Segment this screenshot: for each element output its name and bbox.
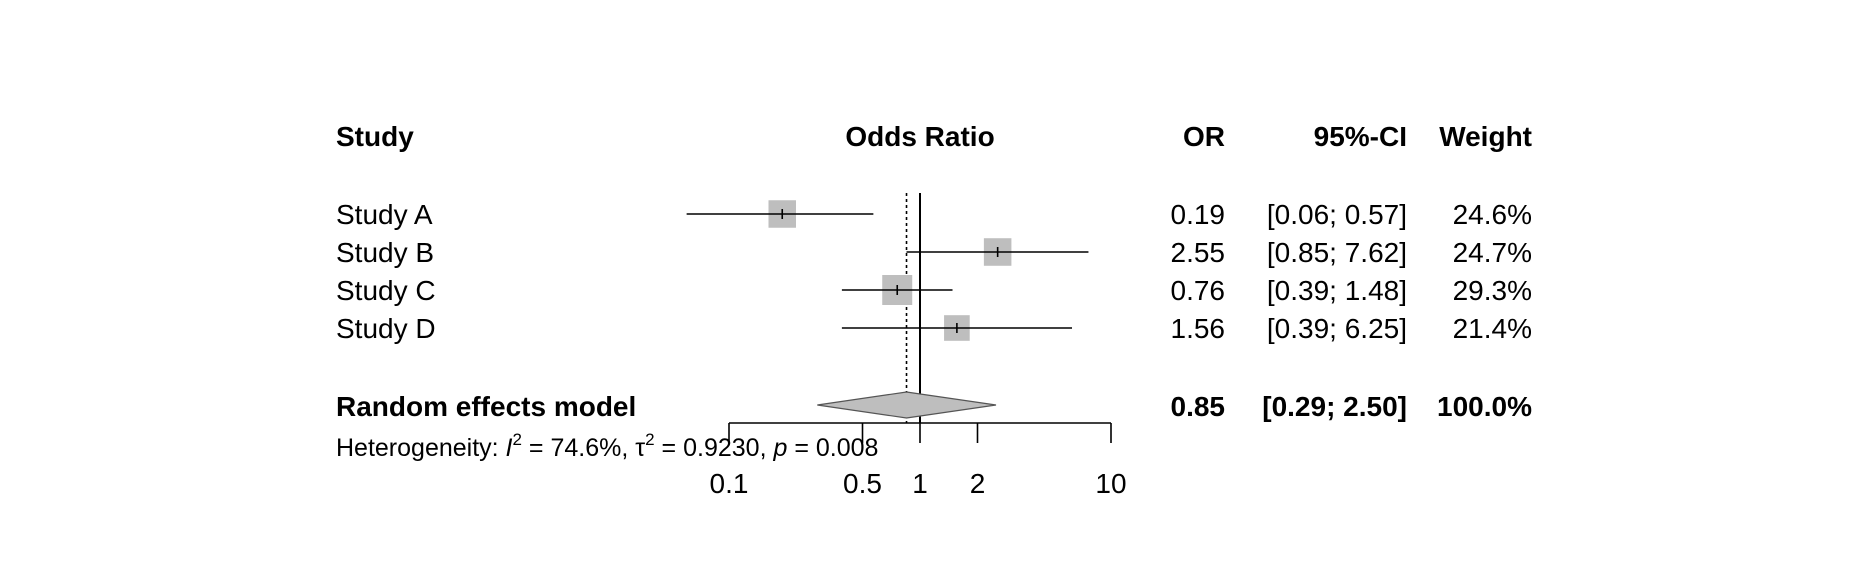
study-ci: [0.85; 7.62]	[1267, 237, 1407, 268]
header-odds-ratio: Odds Ratio	[845, 121, 994, 152]
study-ci: [0.39; 6.25]	[1267, 313, 1407, 344]
header-study: Study	[336, 121, 414, 152]
study-label: Study A	[336, 199, 433, 230]
x-tick-label: 10	[1095, 468, 1126, 499]
study-weight: 21.4%	[1453, 313, 1532, 344]
pooled-ci: [0.29; 2.50]	[1262, 391, 1407, 422]
study-weight: 29.3%	[1453, 275, 1532, 306]
header-or: OR	[1183, 121, 1225, 152]
study-or: 0.76	[1171, 275, 1226, 306]
heterogeneity-text: Heterogeneity: I2 = 74.6%, τ2 = 0.9230, …	[336, 430, 878, 462]
pooled-diamond	[817, 391, 997, 419]
header-weight: Weight	[1439, 121, 1532, 152]
x-tick-label: 2	[970, 468, 986, 499]
pooled-or: 0.85	[1171, 391, 1226, 422]
x-tick-label: 0.5	[843, 468, 882, 499]
study-ci: [0.39; 1.48]	[1267, 275, 1407, 306]
pooled-weight: 100.0%	[1437, 391, 1532, 422]
study-label: Study C	[336, 275, 436, 306]
pooled-label: Random effects model	[336, 391, 636, 422]
study-label: Study D	[336, 313, 436, 344]
forest-marks: 0.1 0.5 1 2 10	[686, 193, 1127, 499]
x-tick-label: 1	[912, 468, 928, 499]
study-or: 1.56	[1171, 313, 1226, 344]
header-ci: 95%-CI	[1314, 121, 1407, 152]
x-tick-label: 0.1	[710, 468, 749, 499]
study-label: Study B	[336, 237, 434, 268]
study-or: 0.19	[1171, 199, 1226, 230]
study-weight: 24.7%	[1453, 237, 1532, 268]
study-weight: 24.6%	[1453, 199, 1532, 230]
study-ci: [0.06; 0.57]	[1267, 199, 1407, 230]
study-or: 2.55	[1171, 237, 1226, 268]
